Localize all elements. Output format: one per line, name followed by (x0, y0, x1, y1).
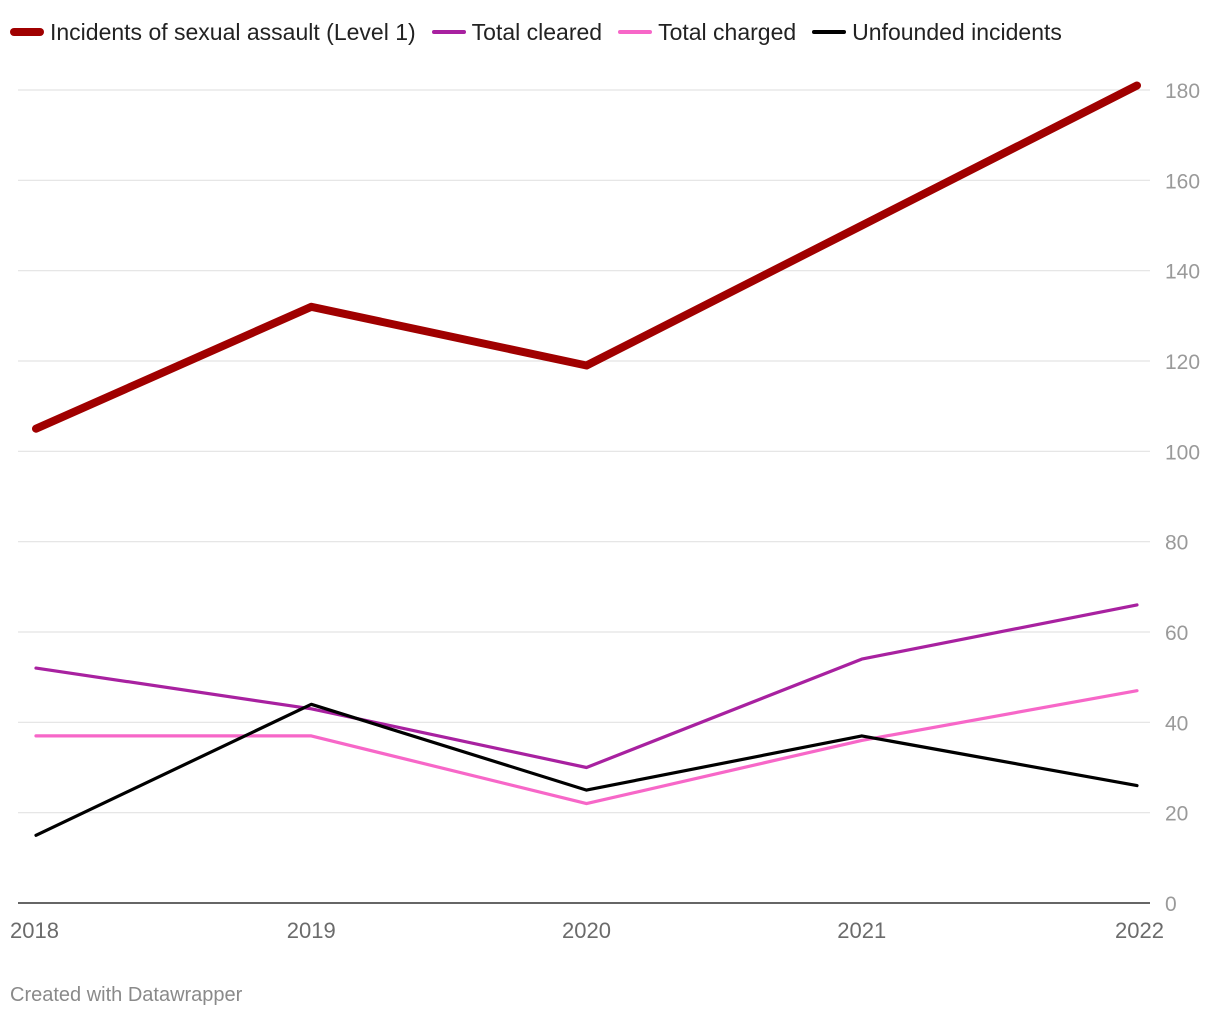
legend-item: Total cleared (431, 18, 603, 46)
x-tick-label: 2020 (562, 918, 611, 943)
y-tick-label: 180 (1165, 80, 1200, 103)
legend-swatch (618, 30, 653, 34)
gridlines (18, 89, 1150, 904)
x-tick-label: 2022 (1115, 918, 1164, 943)
y-tick-label: 140 (1165, 261, 1200, 284)
legend-label: Unfounded incidents (852, 18, 1062, 45)
x-tick-label: 2019 (287, 918, 336, 943)
y-tick-label: 80 (1165, 532, 1188, 555)
legend-label: Total charged (658, 18, 797, 45)
x-axis-ticks: 2018 2019 2020 2021 2022 (10, 918, 1164, 943)
chart-legend: Incidents of sexual assault (Level 1) Tot… (10, 14, 1078, 50)
x-tick-label: 2021 (837, 918, 886, 943)
series-line (34, 603, 1139, 770)
series-line (32, 81, 1141, 433)
series-lines (32, 81, 1141, 837)
series-line (34, 702, 1139, 837)
x-tick-label: 2018 (10, 918, 59, 943)
legend-item: Unfounded incidents (812, 19, 1062, 46)
y-tick-label: 60 (1165, 622, 1188, 645)
y-tick-label: 160 (1165, 170, 1200, 193)
y-tick-label: 0 (1165, 893, 1177, 916)
legend-swatch (10, 28, 44, 36)
datawrapper-credit: Created with Datawrapper (10, 984, 243, 1006)
y-tick-label: 40 (1165, 712, 1188, 735)
legend-label: Total cleared (471, 18, 603, 45)
legend-item: Incidents of sexual assault (Level 1) (10, 19, 416, 46)
legend-swatch (431, 30, 466, 34)
legend-item: Total charged (618, 19, 796, 46)
series-line (34, 689, 1139, 806)
y-axis-ticks: 0 20 40 60 80 100 120 140 160 180 (1165, 80, 1200, 916)
y-tick-label: 20 (1165, 803, 1188, 826)
y-tick-label: 120 (1165, 351, 1200, 374)
y-tick-label: 100 (1165, 441, 1200, 464)
legend-swatch (812, 30, 847, 34)
legend-label: Incidents of sexual assault (Level 1) (50, 18, 416, 45)
